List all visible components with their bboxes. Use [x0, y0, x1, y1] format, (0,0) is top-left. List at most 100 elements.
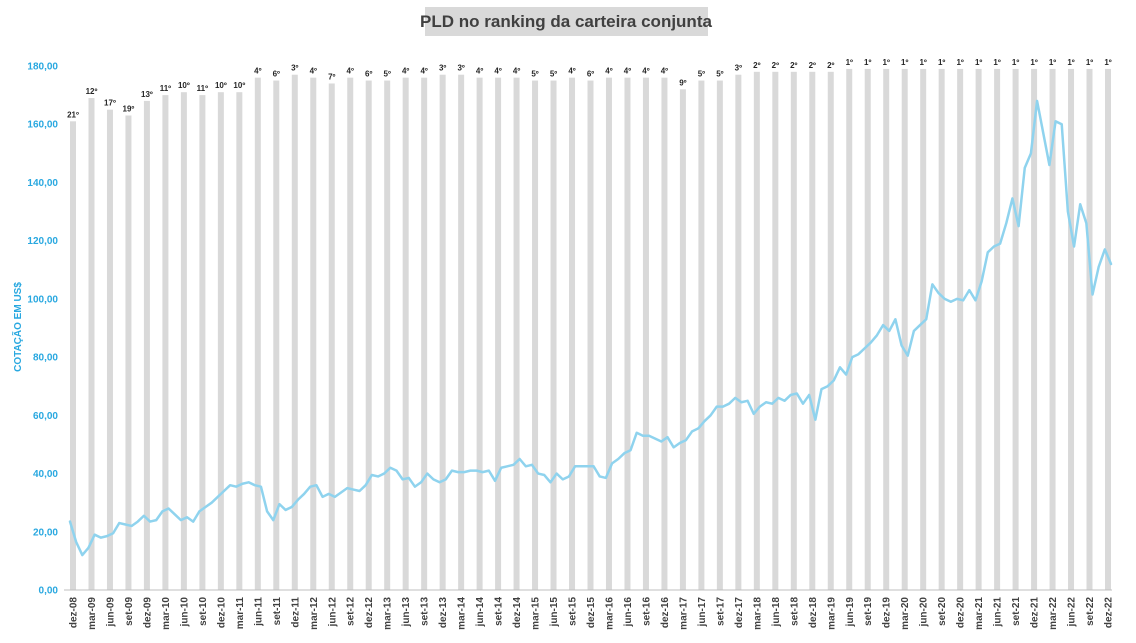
x-tick-label: dez-10	[216, 597, 227, 629]
quarter-bar	[661, 77, 668, 590]
rank-label: 3º	[439, 64, 446, 73]
rank-label: 4º	[476, 67, 483, 76]
quarter-bar	[236, 92, 243, 590]
quarter-bar	[199, 95, 206, 590]
chart-title: PLD no ranking da carteira conjunta	[420, 12, 712, 31]
x-tick-label: dez-11	[290, 597, 301, 628]
quarter-bar	[938, 68, 945, 590]
x-tick-label: mar-20	[900, 597, 911, 630]
x-tick-label: jun-22	[1067, 597, 1078, 628]
rank-label: 2º	[809, 61, 816, 70]
rank-label: 2º	[753, 61, 760, 70]
rank-label: 1º	[1012, 58, 1019, 67]
quarter-bar	[458, 74, 465, 590]
rank-label: 1º	[901, 58, 908, 67]
rank-label: 6º	[587, 70, 594, 79]
quarter-bar	[162, 95, 169, 590]
rank-label: 4º	[347, 67, 354, 76]
y-tick-label: 40,00	[33, 469, 58, 480]
quarter-bar	[125, 115, 132, 590]
quarter-bar	[735, 74, 742, 590]
x-tick-label: mar-17	[678, 597, 689, 630]
rank-label: 3º	[735, 64, 742, 73]
rank-label: 4º	[310, 67, 317, 76]
quarter-bar	[70, 121, 76, 591]
x-tick-label: set-17	[715, 597, 726, 626]
y-tick-label: 160,00	[27, 120, 58, 131]
quarter-bar	[291, 74, 298, 590]
x-tick-label: mar-13	[383, 597, 394, 630]
x-tick-label: mar-15	[531, 597, 542, 630]
quarter-bar	[901, 68, 908, 590]
quarter-bar	[1012, 68, 1019, 590]
rank-label: 1º	[993, 58, 1000, 67]
quarter-bar	[439, 74, 446, 590]
y-tick-label: 60,00	[33, 411, 58, 422]
rank-label: 21º	[67, 110, 79, 119]
quarter-bar	[809, 71, 816, 591]
x-tick-label: mar-11	[235, 597, 246, 630]
rank-label: 2º	[772, 61, 779, 70]
x-axis-ticks: dez-08 mar-09 jun-09 set-09 dez-09 mar-10 jun-…	[69, 597, 1115, 630]
x-tick-label: jun-14	[475, 597, 486, 628]
rank-label: 4º	[568, 67, 575, 76]
rank-label: 5º	[716, 70, 723, 79]
x-tick-label: set-19	[863, 597, 874, 626]
x-tick-label: set-13	[420, 597, 431, 626]
y-tick-label: 180,00	[27, 62, 58, 73]
x-tick-label: jun-21	[993, 597, 1004, 628]
rank-label: 6º	[365, 70, 372, 79]
x-tick-label: dez-17	[734, 597, 745, 629]
x-tick-label: jun-11	[253, 597, 264, 627]
x-tick-label: mar-14	[457, 597, 468, 630]
x-tick-label: dez-13	[438, 597, 449, 629]
quarter-bar	[384, 80, 391, 591]
y-tick-label: 140,00	[27, 178, 58, 189]
x-tick-label: dez-18	[808, 597, 819, 629]
x-tick-label: dez-19	[882, 597, 893, 629]
rank-label: 5º	[384, 70, 391, 79]
x-tick-label: dez-21	[1030, 597, 1041, 629]
x-tick-label: set-12	[346, 597, 357, 626]
quarter-bar	[365, 80, 372, 591]
quarter-bar	[217, 92, 224, 590]
quarter-bar	[1105, 68, 1111, 590]
x-tick-label: jun-13	[401, 597, 412, 628]
rank-label: 17º	[104, 99, 116, 108]
x-tick-label: jun-18	[771, 597, 782, 628]
y-tick-label: 0,00	[39, 586, 59, 597]
quarter-bar	[1049, 68, 1056, 590]
x-tick-label: mar-21	[974, 597, 985, 630]
rank-label: 1º	[883, 58, 890, 67]
quarter-bar	[957, 68, 964, 590]
quarter-bar	[1031, 68, 1038, 590]
x-tick-label: jun-09	[105, 597, 116, 628]
rank-label: 10º	[233, 81, 245, 90]
quarter-bar	[716, 80, 723, 591]
x-tick-label: dez-20	[956, 597, 967, 629]
rank-label: 10º	[178, 81, 190, 90]
x-tick-label: set-15	[568, 597, 579, 626]
y-tick-label: 80,00	[33, 353, 58, 364]
quarter-bar	[180, 92, 187, 590]
price-line	[68, 99, 1113, 557]
quarter-bar	[864, 68, 871, 590]
rank-label: 1º	[1086, 58, 1093, 67]
rank-label: 1º	[1049, 58, 1056, 67]
rank-label: 1º	[956, 58, 963, 67]
x-tick-label: jun-10	[179, 597, 190, 628]
quarter-bar	[975, 68, 982, 590]
rank-label: 1º	[975, 58, 982, 67]
rank-label: 13º	[141, 90, 153, 99]
x-tick-label: set-09	[124, 597, 135, 626]
quarter-bar	[624, 77, 631, 590]
quarter-bar	[790, 71, 797, 591]
rank-label: 1º	[1030, 58, 1037, 67]
x-tick-label: jun-16	[623, 597, 634, 628]
x-tick-label: jun-20	[919, 597, 930, 628]
x-tick-label: dez-09	[142, 597, 153, 629]
quarter-bar	[254, 77, 261, 590]
chart-title-box	[425, 7, 708, 36]
x-tick-label: set-14	[494, 597, 505, 626]
quarter-bar	[328, 83, 335, 590]
